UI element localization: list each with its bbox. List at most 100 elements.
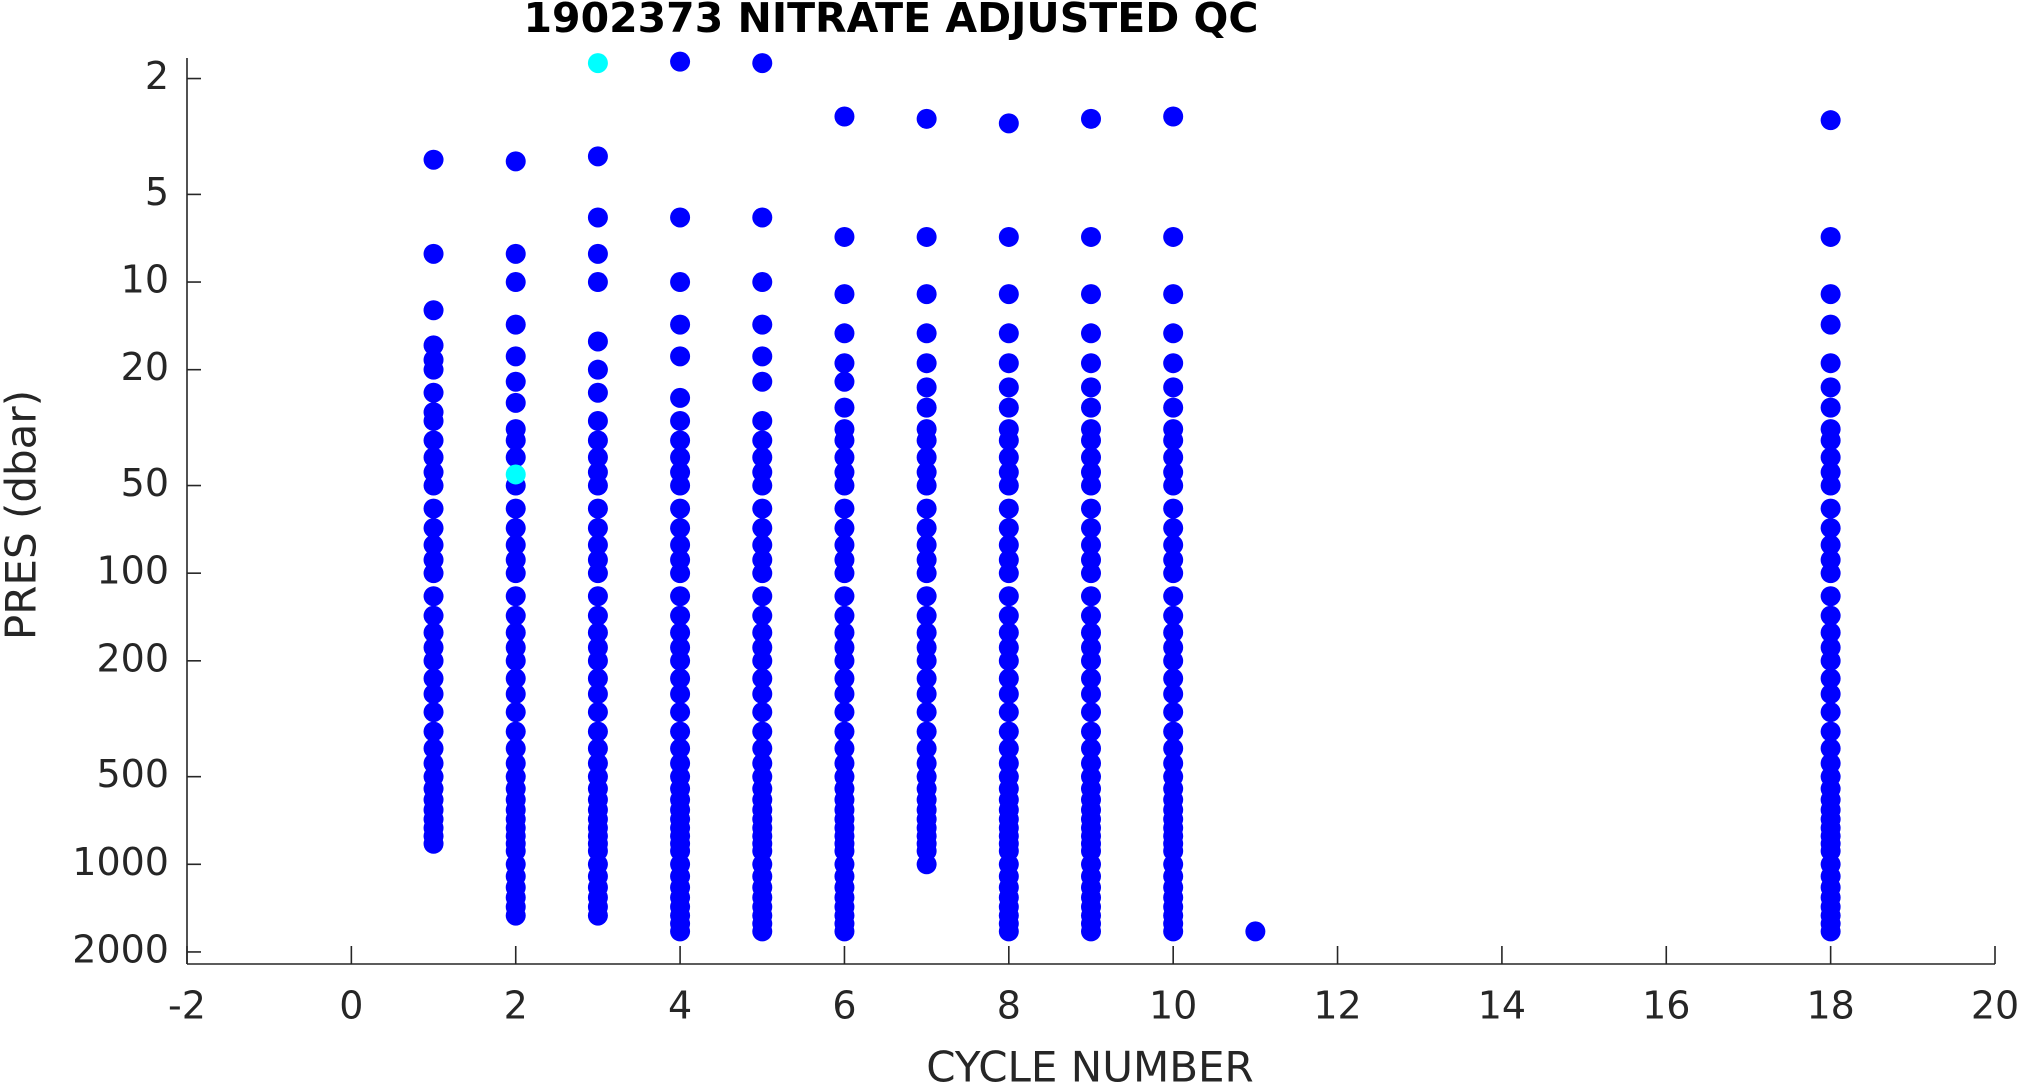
data-point <box>916 586 937 607</box>
data-point <box>423 518 444 539</box>
data-point <box>1820 650 1841 671</box>
data-point <box>587 331 608 352</box>
y-tick-label: 50 <box>121 461 169 505</box>
data-point <box>587 905 608 926</box>
data-point <box>1081 683 1101 704</box>
x-axis-label: CYCLE NUMBER <box>926 1043 1254 1088</box>
x-tick-label: 18 <box>1806 984 1854 1028</box>
data-point <box>670 518 691 539</box>
data-point <box>916 226 937 247</box>
data-point <box>670 314 691 335</box>
data-point <box>998 650 1019 671</box>
data-point <box>423 335 444 356</box>
data-point <box>752 430 773 451</box>
data-point <box>752 563 773 584</box>
data-point <box>916 323 937 344</box>
data-point <box>916 668 937 689</box>
data-point <box>916 702 937 723</box>
data-point <box>1163 586 1184 607</box>
data-point <box>916 447 937 468</box>
data-point <box>423 833 444 854</box>
data-point <box>587 53 608 74</box>
data-point <box>752 668 773 689</box>
data-point <box>505 272 526 293</box>
data-point <box>1163 284 1184 305</box>
data-point <box>1820 397 1841 418</box>
data-point <box>505 534 526 555</box>
data-point <box>1820 430 1841 451</box>
data-point <box>423 149 444 170</box>
data-point <box>1820 586 1841 607</box>
data-point <box>1820 498 1841 519</box>
data-point <box>505 371 526 392</box>
data-point <box>1163 226 1184 247</box>
data-point <box>1081 534 1101 555</box>
y-axis-label: PRES (dbar) <box>0 390 46 640</box>
data-point <box>1081 586 1101 607</box>
data-point <box>752 534 773 555</box>
data-point <box>1820 447 1841 468</box>
data-point <box>423 563 444 584</box>
data-point <box>1081 605 1101 626</box>
data-point <box>834 738 855 759</box>
data-point <box>587 243 608 264</box>
data-point <box>1081 108 1101 129</box>
data-point <box>670 702 691 723</box>
data-point <box>505 721 526 742</box>
data-point <box>670 410 691 431</box>
x-tick-label: 8 <box>997 984 1021 1028</box>
data-point <box>1163 518 1184 539</box>
data-point <box>423 586 444 607</box>
data-point <box>834 563 855 584</box>
data-point <box>834 534 855 555</box>
data-point <box>916 498 937 519</box>
data-point <box>1820 314 1841 335</box>
data-point <box>1081 518 1101 539</box>
data-point <box>834 430 855 451</box>
data-point <box>752 498 773 519</box>
data-point <box>1820 605 1841 626</box>
x-tick-label: 4 <box>668 984 692 1028</box>
data-point <box>670 387 691 408</box>
data-point <box>916 377 937 398</box>
data-point <box>916 430 937 451</box>
y-tick-label: 200 <box>96 636 169 680</box>
data-point <box>505 683 526 704</box>
data-point <box>998 702 1019 723</box>
data-point <box>834 447 855 468</box>
data-point <box>752 683 773 704</box>
data-point <box>587 650 608 671</box>
x-tick-label: 14 <box>1478 984 1526 1028</box>
data-point <box>1081 622 1101 643</box>
data-point <box>834 668 855 689</box>
data-point <box>587 272 608 293</box>
data-point <box>834 397 855 418</box>
data-point <box>916 397 937 418</box>
data-point <box>587 721 608 742</box>
data-point <box>998 498 1019 519</box>
data-point <box>587 668 608 689</box>
data-point <box>423 410 444 431</box>
data-point <box>505 464 526 485</box>
data-point <box>670 586 691 607</box>
data-point <box>587 605 608 626</box>
x-tick-label: 6 <box>832 984 856 1028</box>
data-point <box>670 447 691 468</box>
data-point <box>505 622 526 643</box>
data-point <box>423 721 444 742</box>
data-point <box>834 498 855 519</box>
data-point <box>834 323 855 344</box>
data-point <box>998 721 1019 742</box>
data-point <box>587 563 608 584</box>
data-point <box>1081 226 1101 247</box>
data-point <box>670 534 691 555</box>
data-point <box>834 622 855 643</box>
data-point <box>834 226 855 247</box>
data-point <box>834 921 855 942</box>
data-point <box>1163 397 1184 418</box>
data-point <box>916 854 937 875</box>
data-point <box>423 605 444 626</box>
data-point <box>423 702 444 723</box>
data-point <box>670 605 691 626</box>
data-point <box>505 905 526 926</box>
